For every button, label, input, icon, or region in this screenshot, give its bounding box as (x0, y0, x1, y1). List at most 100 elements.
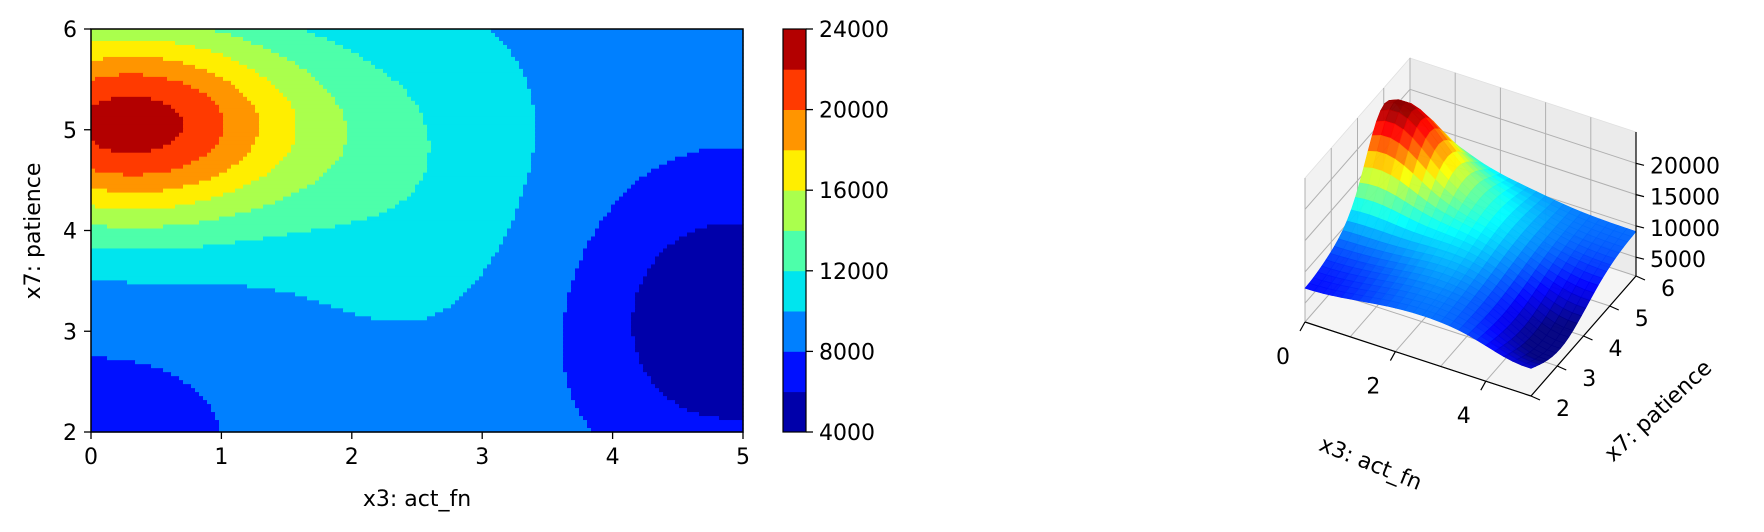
contour-cell (663, 392, 744, 397)
contour-cell (359, 52, 512, 58)
contour-cell (91, 428, 220, 433)
contour-cell (403, 84, 528, 90)
contour-cell (271, 48, 352, 54)
colorbar-tick-label: 20000 (819, 99, 889, 124)
contour-cell (523, 68, 744, 74)
contour-cell (331, 304, 452, 309)
surface-x-axis-label: x3: act_fn (1316, 432, 1426, 496)
contour-cell (651, 168, 744, 174)
contour-cell (91, 292, 296, 297)
contour-cell (151, 148, 212, 154)
contour-cell (343, 112, 424, 118)
contour-cell (643, 280, 744, 285)
contour-cell (91, 44, 196, 50)
contour-cell (567, 384, 656, 389)
contour-cell (315, 180, 420, 186)
contour-cell (287, 152, 344, 158)
contour-cell (219, 108, 256, 114)
contour-cell (347, 124, 428, 130)
contour-cell (163, 188, 236, 194)
contour-cell (583, 248, 664, 254)
contour-cell (423, 116, 536, 122)
contour-cell (431, 144, 536, 150)
contour-cell (491, 256, 584, 262)
contour-cell (571, 392, 664, 397)
contour-cell (335, 160, 428, 166)
contour-cell (215, 100, 252, 106)
contour-cell (295, 132, 348, 138)
contour-cell (251, 144, 292, 150)
contour-cell (343, 144, 432, 150)
contour-cell (183, 80, 232, 86)
contour-cell (415, 100, 532, 106)
contour-cell (251, 100, 292, 106)
contour-cell (623, 192, 744, 198)
contour-cell (511, 220, 600, 226)
contour-cell (263, 44, 344, 50)
contour-cell (563, 364, 644, 369)
contour-cell (207, 68, 256, 74)
contour-cell (215, 144, 252, 150)
colorbar-band (783, 69, 806, 110)
contour-cell (427, 156, 532, 162)
contour-cell (415, 188, 524, 194)
contour-cell (347, 136, 428, 142)
contour-cell (423, 172, 528, 178)
contour-cell (459, 296, 568, 301)
colorbar-band (783, 149, 806, 191)
colorbar-tick-label: 24000 (819, 18, 889, 43)
contour-cell (639, 288, 744, 293)
contour-cell (91, 336, 564, 341)
x-tick-label: 4 (606, 445, 620, 470)
contour-cell (427, 136, 536, 142)
contour-cell (659, 164, 744, 170)
contour-cell (91, 348, 564, 353)
contour-plot: 0 1 2 3 4 5 2 3 4 5 6 x3: act_fn x7: patience (21, 18, 750, 512)
y-tick-label: 5 (63, 119, 77, 144)
contour-cell (679, 236, 744, 242)
contour-cell (91, 204, 96, 210)
contour-cell (167, 76, 224, 82)
contour-cell (635, 300, 744, 305)
contour-cell (91, 260, 492, 266)
contour-cell (91, 332, 564, 337)
contour-cell (563, 320, 632, 325)
contour-cell (419, 180, 528, 186)
contour-cell (515, 56, 744, 62)
contour-cell (271, 168, 328, 174)
contour-cell (599, 220, 744, 226)
colorbar-tick-label: 8000 (819, 340, 875, 365)
surface-axis-line (1299, 321, 1306, 332)
contour-cell (287, 56, 364, 62)
contour-cell (171, 168, 228, 174)
contour-cell (327, 36, 500, 42)
contour-cell (287, 96, 336, 102)
contour-cell (215, 416, 584, 421)
surface-axes (1299, 132, 1646, 401)
surface-axis-line (1530, 395, 1541, 401)
contour-cell (631, 324, 744, 329)
contour-cell (463, 292, 568, 297)
contour-cell (719, 416, 744, 421)
contour-cell (311, 228, 508, 234)
contour-cell (247, 284, 472, 289)
contour-cell (215, 412, 580, 417)
contour-cell (607, 212, 744, 218)
contour-cell (239, 60, 296, 66)
contour-cell (195, 388, 572, 393)
contour-cell (111, 148, 152, 154)
contour-cell (407, 196, 520, 202)
contour-cell (91, 320, 564, 325)
surface-x-tick-label: 4 (1457, 404, 1471, 429)
contour-cell (531, 88, 744, 94)
contour-cell (643, 364, 744, 369)
contour-cell (635, 336, 744, 341)
contour-x-axis-label: x3: act_fn (363, 487, 471, 512)
contour-cell (571, 388, 660, 393)
contour-cell (563, 340, 636, 345)
contour-cell (563, 356, 640, 361)
contour-cell (91, 276, 480, 281)
contour-cell (211, 176, 260, 182)
contour-cell (195, 64, 248, 70)
contour-cell (91, 300, 320, 305)
